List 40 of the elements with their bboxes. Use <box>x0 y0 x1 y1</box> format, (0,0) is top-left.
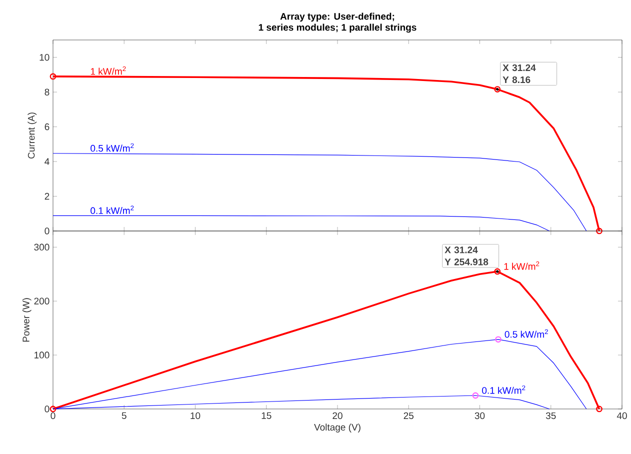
line-series <box>52 215 550 232</box>
line-series <box>52 270 600 410</box>
y-tick-label: 0 <box>44 228 50 234</box>
x-tick-label: 30 <box>474 412 485 420</box>
point <box>472 392 479 399</box>
annotation: X 31.24 <box>502 64 536 72</box>
series-label: 0.1 kW/m$^{2}$ <box>90 206 134 214</box>
y-tick-label: 10 <box>40 54 50 61</box>
series-label: 0.5 kW/m$^{2}$ <box>90 143 134 152</box>
y-tick-label: 2 <box>44 192 50 200</box>
y-tick-label: 4 <box>44 158 50 165</box>
y-tick-label: 6 <box>44 123 50 130</box>
x-tick-label: 0 <box>50 412 56 420</box>
y-tick-label: 8 <box>44 88 50 96</box>
x-tick-label: 10 <box>190 412 200 420</box>
line-series <box>52 76 600 232</box>
x-tick-label: 40 <box>616 412 627 420</box>
y-axis-title: Power (W) <box>22 298 32 342</box>
x-tick-label: 25 <box>404 412 414 420</box>
series-label: 0.1 kW/m$^{2}$ <box>482 385 526 394</box>
series-label: 0.5 kW/m$^{2}$ <box>504 329 548 338</box>
y-axis-title: Current (A) <box>28 112 37 158</box>
y-tick-label: 0 <box>44 406 50 412</box>
y-tick-label: 200 <box>34 298 50 304</box>
chart-subtitle: 1 series modules; 1 parallel strings <box>258 24 416 33</box>
y-tick-label: 300 <box>34 244 50 251</box>
point <box>495 336 502 343</box>
annotation: X 31.24 <box>444 246 478 254</box>
x-tick-label: 5 <box>122 412 126 419</box>
x-tick-label: 15 <box>262 412 272 419</box>
line-series <box>52 153 587 232</box>
annotation: Y 8.16 <box>502 76 530 84</box>
x-tick-label: 35 <box>546 412 556 420</box>
annotation: Y 254.918 <box>444 258 488 266</box>
series-label: 1 kW/m$^{2}$ <box>504 261 540 270</box>
x-axis-title: Voltage (V) <box>314 424 360 432</box>
x-tick-label: 20 <box>332 412 342 420</box>
y-tick-label: 100 <box>34 352 50 358</box>
chart-title: Array type: User-defined; <box>280 12 394 22</box>
series-label: 1 kW/m$^{2}$ <box>90 66 126 75</box>
